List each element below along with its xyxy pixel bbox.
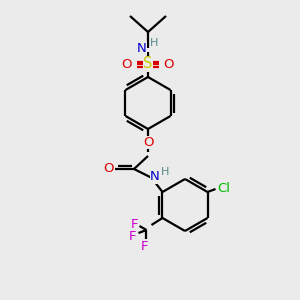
Text: H: H (150, 38, 158, 48)
Text: O: O (104, 163, 114, 176)
Text: N: N (150, 170, 160, 184)
Text: H: H (161, 167, 169, 177)
Text: S: S (143, 56, 153, 71)
Text: Cl: Cl (217, 182, 230, 196)
Text: O: O (143, 136, 153, 148)
Text: F: F (129, 230, 136, 242)
Text: F: F (131, 218, 138, 230)
Text: O: O (122, 58, 132, 70)
Text: O: O (164, 58, 174, 70)
Text: N: N (137, 41, 147, 55)
Text: F: F (141, 239, 148, 253)
